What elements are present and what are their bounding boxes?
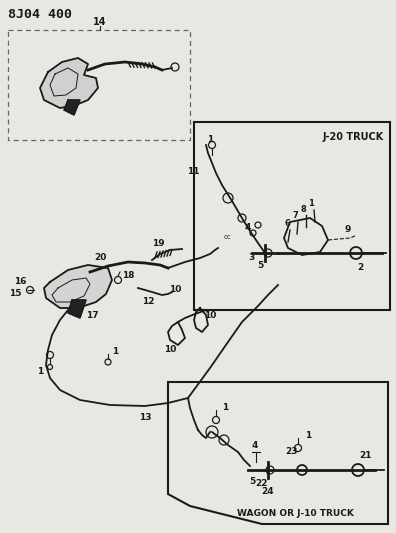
Text: 1: 1 bbox=[222, 403, 228, 413]
Text: 3: 3 bbox=[249, 254, 255, 262]
Text: 24: 24 bbox=[262, 488, 274, 497]
Text: 5: 5 bbox=[249, 478, 255, 487]
Text: 7: 7 bbox=[292, 212, 298, 221]
Text: 20: 20 bbox=[94, 254, 106, 262]
Text: 1: 1 bbox=[112, 348, 118, 357]
Text: 10: 10 bbox=[169, 286, 181, 295]
Text: 23: 23 bbox=[286, 448, 298, 456]
Text: 5: 5 bbox=[257, 262, 263, 271]
Text: 1: 1 bbox=[37, 367, 43, 376]
Text: 4: 4 bbox=[245, 222, 251, 231]
Polygon shape bbox=[44, 265, 112, 308]
Text: 16: 16 bbox=[14, 278, 26, 287]
Text: cc: cc bbox=[224, 234, 232, 240]
Text: 2: 2 bbox=[357, 262, 363, 271]
Text: 8J04 400: 8J04 400 bbox=[8, 8, 72, 21]
Text: 1: 1 bbox=[207, 135, 213, 144]
Text: 6: 6 bbox=[284, 220, 290, 229]
Text: 9: 9 bbox=[345, 225, 351, 235]
Text: 8: 8 bbox=[300, 205, 306, 214]
Text: 4: 4 bbox=[252, 440, 258, 449]
Text: 1: 1 bbox=[308, 199, 314, 208]
Polygon shape bbox=[68, 300, 86, 318]
Bar bbox=[8, 30, 190, 140]
Text: 14: 14 bbox=[93, 17, 107, 27]
Polygon shape bbox=[64, 100, 80, 115]
Text: 15: 15 bbox=[9, 289, 21, 298]
Text: 22: 22 bbox=[256, 479, 268, 488]
Text: 11: 11 bbox=[187, 166, 200, 175]
Text: 13: 13 bbox=[139, 414, 151, 423]
Text: 1: 1 bbox=[305, 432, 311, 440]
Text: 12: 12 bbox=[142, 297, 154, 306]
Polygon shape bbox=[40, 58, 98, 108]
Text: 10: 10 bbox=[164, 345, 176, 354]
Text: 21: 21 bbox=[359, 451, 371, 461]
Bar bbox=[194, 122, 390, 310]
Text: 18: 18 bbox=[122, 271, 135, 279]
Text: 17: 17 bbox=[86, 311, 98, 320]
Text: 19: 19 bbox=[152, 239, 164, 248]
Text: WAGON OR J-10 TRUCK: WAGON OR J-10 TRUCK bbox=[236, 509, 354, 518]
Text: 10: 10 bbox=[204, 311, 216, 320]
Text: J-20 TRUCK: J-20 TRUCK bbox=[323, 132, 384, 142]
